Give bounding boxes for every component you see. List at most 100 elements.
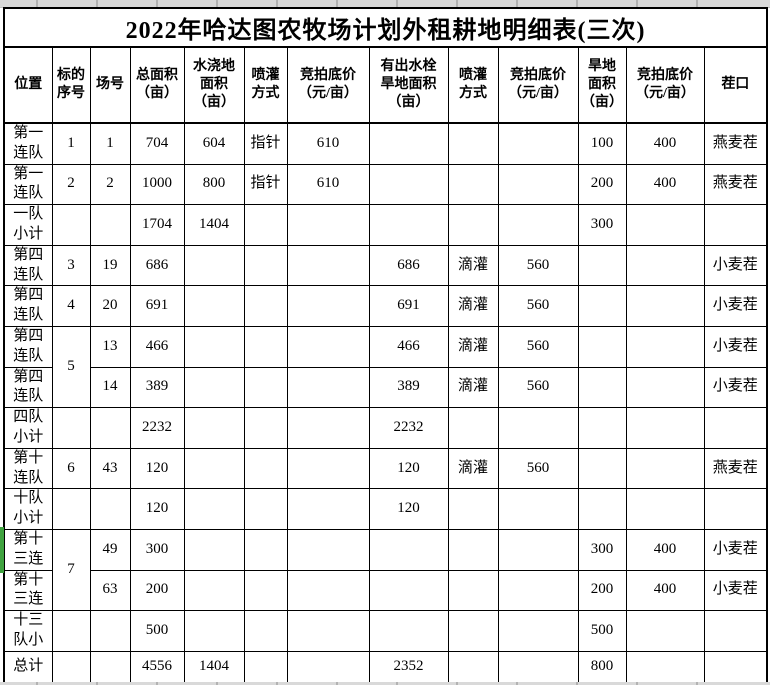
- cell-r12-c7[interactable]: [368, 610, 449, 652]
- cell-r12-c2[interactable]: [89, 610, 131, 652]
- cell-r12-c6[interactable]: [286, 610, 370, 652]
- cell-r6-c10[interactable]: [577, 366, 627, 409]
- cell-r7-c10[interactable]: [577, 407, 627, 449]
- cell-r12-c4[interactable]: [183, 610, 245, 652]
- cell-r5-c0[interactable]: 第四 连队: [3, 325, 53, 368]
- cell-r5-c11[interactable]: [625, 325, 705, 368]
- column-header-12[interactable]: 茬口: [703, 46, 768, 124]
- cell-r12-c1[interactable]: [51, 610, 91, 652]
- cell-r13-c8[interactable]: [447, 650, 499, 685]
- cell-r13-c6[interactable]: [286, 650, 370, 685]
- cell-r2-c3[interactable]: 1704: [129, 204, 185, 246]
- column-header-4[interactable]: 水浇地 面积 （亩）: [183, 46, 245, 124]
- cell-r2-c1[interactable]: [51, 204, 91, 246]
- cell-r9-c6[interactable]: [286, 488, 370, 530]
- cell-r7-c9[interactable]: [497, 407, 579, 449]
- cell-r10-c5[interactable]: [243, 528, 288, 571]
- cell-r2-c8[interactable]: [447, 204, 499, 246]
- cell-r0-c10[interactable]: 100: [577, 122, 627, 165]
- cell-r5-c12[interactable]: 小麦茬: [703, 325, 768, 368]
- cell-r6-c3[interactable]: 389: [129, 366, 185, 409]
- cell-r0-c11[interactable]: 400: [625, 122, 705, 165]
- cell-r5-c3[interactable]: 466: [129, 325, 185, 368]
- cell-r6-c0[interactable]: 第四 连队: [3, 366, 53, 409]
- cell-r4-c8[interactable]: 滴灌: [447, 285, 499, 327]
- cell-r11-c5[interactable]: [243, 569, 288, 612]
- cell-r2-c0[interactable]: 一队 小计: [3, 204, 53, 246]
- cell-r9-c4[interactable]: [183, 488, 245, 530]
- cell-r6-c6[interactable]: [286, 366, 370, 409]
- cell-r10-c2[interactable]: 49: [89, 528, 131, 571]
- cell-r12-c11[interactable]: [625, 610, 705, 652]
- cell-r7-c0[interactable]: 四队 小计: [3, 407, 53, 449]
- cell-r4-c9[interactable]: 560: [497, 285, 579, 327]
- cell-r12-c0[interactable]: 十三 队小: [3, 610, 53, 652]
- column-header-6[interactable]: 竞拍底价 （元/亩）: [286, 46, 370, 124]
- cell-r3-c11[interactable]: [625, 244, 705, 287]
- cell-r9-c0[interactable]: 十队 小计: [3, 488, 53, 530]
- cell-r5-c7[interactable]: 466: [368, 325, 449, 368]
- cell-r0-c0[interactable]: 第一 连队: [3, 122, 53, 165]
- cell-r0-c3[interactable]: 704: [129, 122, 185, 165]
- cell-r4-c0[interactable]: 第四 连队: [3, 285, 53, 327]
- cell-r9-c7[interactable]: 120: [368, 488, 449, 530]
- cell-r5-c1[interactable]: 5: [51, 325, 91, 409]
- column-header-5[interactable]: 喷灌 方式: [243, 46, 288, 124]
- cell-r10-c4[interactable]: [183, 528, 245, 571]
- cell-r2-c5[interactable]: [243, 204, 288, 246]
- cell-r11-c3[interactable]: 200: [129, 569, 185, 612]
- cell-r8-c3[interactable]: 120: [129, 447, 185, 490]
- cell-r0-c6[interactable]: 610: [286, 122, 370, 165]
- cell-r11-c4[interactable]: [183, 569, 245, 612]
- cell-r11-c12[interactable]: 小麦茬: [703, 569, 768, 612]
- cell-r3-c9[interactable]: 560: [497, 244, 579, 287]
- cell-r3-c8[interactable]: 滴灌: [447, 244, 499, 287]
- cell-r0-c1[interactable]: 1: [51, 122, 91, 165]
- cell-r2-c10[interactable]: 300: [577, 204, 627, 246]
- cell-r8-c12[interactable]: 燕麦茬: [703, 447, 768, 490]
- cell-r0-c7[interactable]: [368, 122, 449, 165]
- cell-r12-c12[interactable]: [703, 610, 768, 652]
- cell-r4-c10[interactable]: [577, 285, 627, 327]
- cell-r0-c4[interactable]: 604: [183, 122, 245, 165]
- cell-r13-c9[interactable]: [497, 650, 579, 685]
- column-header-8[interactable]: 喷灌 方式: [447, 46, 499, 124]
- cell-r5-c10[interactable]: [577, 325, 627, 368]
- cell-r6-c4[interactable]: [183, 366, 245, 409]
- cell-r3-c1[interactable]: 3: [51, 244, 91, 287]
- cell-r11-c8[interactable]: [447, 569, 499, 612]
- column-header-11[interactable]: 竞拍底价 （元/亩）: [625, 46, 705, 124]
- cell-r13-c10[interactable]: 800: [577, 650, 627, 685]
- cell-r3-c0[interactable]: 第四 连队: [3, 244, 53, 287]
- cell-r5-c5[interactable]: [243, 325, 288, 368]
- cell-r1-c1[interactable]: 2: [51, 163, 91, 206]
- cell-r13-c0[interactable]: 总计: [3, 650, 53, 685]
- cell-r4-c4[interactable]: [183, 285, 245, 327]
- cell-r1-c4[interactable]: 800: [183, 163, 245, 206]
- cell-r3-c7[interactable]: 686: [368, 244, 449, 287]
- cell-r11-c11[interactable]: 400: [625, 569, 705, 612]
- cell-r8-c4[interactable]: [183, 447, 245, 490]
- cell-r3-c4[interactable]: [183, 244, 245, 287]
- cell-r1-c7[interactable]: [368, 163, 449, 206]
- cell-r13-c1[interactable]: [51, 650, 91, 685]
- cell-r7-c3[interactable]: 2232: [129, 407, 185, 449]
- cell-r4-c7[interactable]: 691: [368, 285, 449, 327]
- cell-r10-c9[interactable]: [497, 528, 579, 571]
- cell-r7-c11[interactable]: [625, 407, 705, 449]
- cell-r10-c0[interactable]: 第十 三连: [3, 528, 53, 571]
- cell-r6-c7[interactable]: 389: [368, 366, 449, 409]
- cell-r10-c10[interactable]: 300: [577, 528, 627, 571]
- cell-r12-c3[interactable]: 500: [129, 610, 185, 652]
- column-header-3[interactable]: 总面积 （亩）: [129, 46, 185, 124]
- cell-r6-c2[interactable]: 14: [89, 366, 131, 409]
- cell-r9-c11[interactable]: [625, 488, 705, 530]
- cell-r3-c10[interactable]: [577, 244, 627, 287]
- cell-r0-c9[interactable]: [497, 122, 579, 165]
- cell-r3-c6[interactable]: [286, 244, 370, 287]
- cell-r12-c9[interactable]: [497, 610, 579, 652]
- cell-r13-c3[interactable]: 4556: [129, 650, 185, 685]
- column-header-10[interactable]: 旱地 面积 （亩）: [577, 46, 627, 124]
- cell-r0-c8[interactable]: [447, 122, 499, 165]
- cell-r8-c11[interactable]: [625, 447, 705, 490]
